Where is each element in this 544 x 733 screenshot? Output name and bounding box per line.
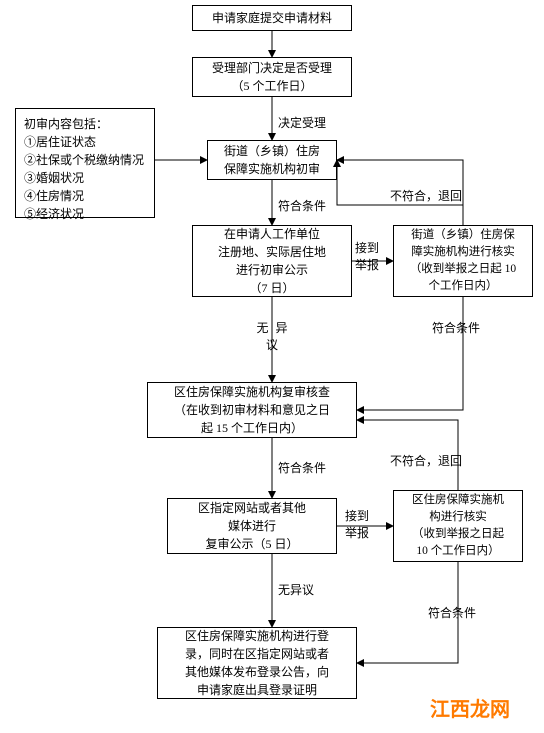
node-district-verify: 区住房保障实施机 构进行核实 （收到举报之日起 10 个工作日内） [393,490,523,562]
label-notmeet-1: 不符合，退回 [390,188,462,205]
node-accept: 受理部门决定是否受理 （5 个工作日） [192,57,352,97]
node-street-initial: 街道（乡镇）住房 保障实施机构初审 [207,140,337,180]
label-report-2: 接到 举报 [345,508,369,542]
node-street-verify: 街道（乡镇）住房保 障实施机构进行核实 （收到举报之日起 10 个工作日内） [393,225,533,297]
node-district-review: 区住房保障实施机构复审核查 （在收到初审材料和意见之日 起 15 个工作日内） [147,382,357,438]
label-notmeet-2: 不符合，退回 [390,453,462,470]
watermark: 江西龙网 [430,693,510,722]
label-meets-2: 符合条件 [278,460,326,477]
side-criteria-text: 初审内容包括： ①居住证状态 ②社保或个税缴纳情况 ③婚姻状况 ④住房情况 ⑤经… [24,115,144,223]
label-noobj-2: 无异议 [278,582,314,599]
node-final-register: 区住房保障实施机构进行登 录，同时在区指定网站或者 其他媒体发布登录公告，向 申… [157,627,357,699]
label-meets-r1: 符合条件 [432,320,480,337]
node-initial-publicity: 在申请人工作单位 注册地、实际居住地 进行初审公示 （7 日） [192,225,352,297]
label-report-1: 接到 举报 [355,240,379,274]
node-review-publicity: 区指定网站或者其他 媒体进行 复审公示（5 日） [167,498,337,554]
node-side-criteria: 初审内容包括： ①居住证状态 ②社保或个税缴纳情况 ③婚姻状况 ④住房情况 ⑤经… [15,108,155,218]
label-decide-accept: 决定受理 [278,115,326,132]
label-meets-1: 符合条件 [278,198,326,215]
node-submit: 申请家庭提交申请材料 [192,5,352,31]
label-meets-r2: 符合条件 [428,605,476,622]
label-noobj-1: 无 异 议 [252,320,294,370]
